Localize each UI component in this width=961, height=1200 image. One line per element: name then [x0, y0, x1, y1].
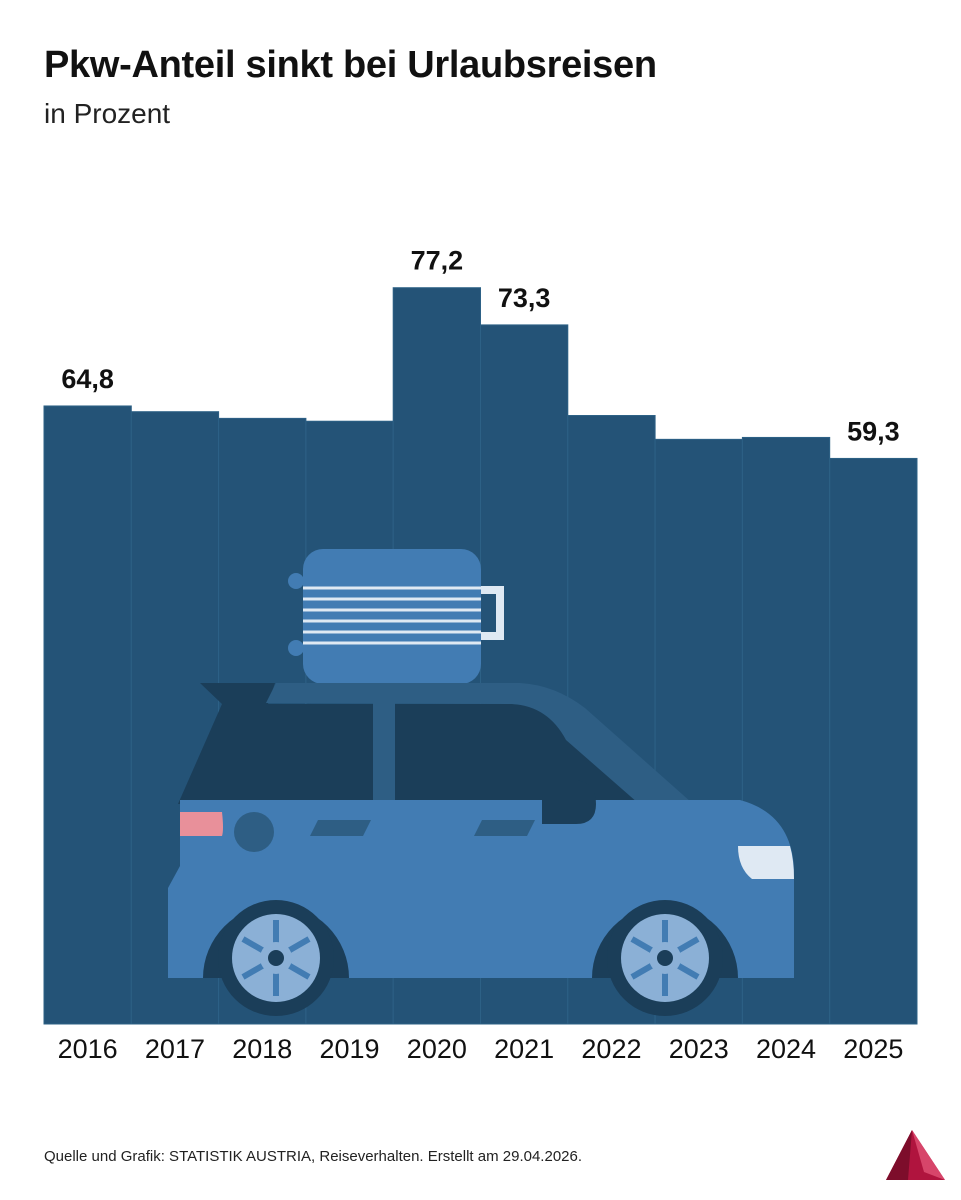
front-wheel-icon: [592, 900, 738, 1016]
bar-chart: 64,8 77,2 73,3 59,3 2016 2017 2018 2019 2020 202…: [43, 246, 918, 1064]
value-label-2021: 73,3: [498, 283, 551, 313]
x-tick-label-2025: 2025: [843, 1034, 903, 1064]
x-tick-label-2017: 2017: [145, 1034, 205, 1064]
source-note: Quelle und Grafik: STATISTIK AUSTRIA, Re…: [44, 1148, 583, 1165]
value-label-2020: 77,2: [411, 246, 464, 276]
chart-subtitle: in Prozent: [44, 98, 171, 129]
chart-title: Pkw-Anteil sinkt bei Urlaubsreisen: [44, 44, 657, 86]
value-label-2016: 64,8: [61, 364, 114, 394]
x-axis-tick-labels: 2016 2017 2018 2019 2020 2021 2022 2023 2024 2025: [58, 1034, 904, 1064]
x-tick-label-2024: 2024: [756, 1034, 816, 1064]
suitcase-icon: [288, 549, 504, 684]
value-label-group: 64,8 77,2 73,3 59,3: [61, 246, 899, 447]
x-tick-label-2022: 2022: [581, 1034, 641, 1064]
car-with-suitcase-icon: [168, 549, 794, 1016]
bar-2016: [43, 405, 132, 1025]
statistik-austria-logo-icon: [886, 1130, 945, 1180]
x-tick-label-2020: 2020: [407, 1034, 467, 1064]
rear-wheel-icon: [203, 900, 349, 1016]
x-tick-label-2021: 2021: [494, 1034, 554, 1064]
bar-2025: [829, 457, 918, 1025]
x-tick-label-2023: 2023: [669, 1034, 729, 1064]
x-tick-label-2018: 2018: [232, 1034, 292, 1064]
x-tick-label-2019: 2019: [320, 1034, 380, 1064]
value-label-2025: 59,3: [847, 416, 900, 446]
x-tick-label-2016: 2016: [58, 1034, 118, 1064]
